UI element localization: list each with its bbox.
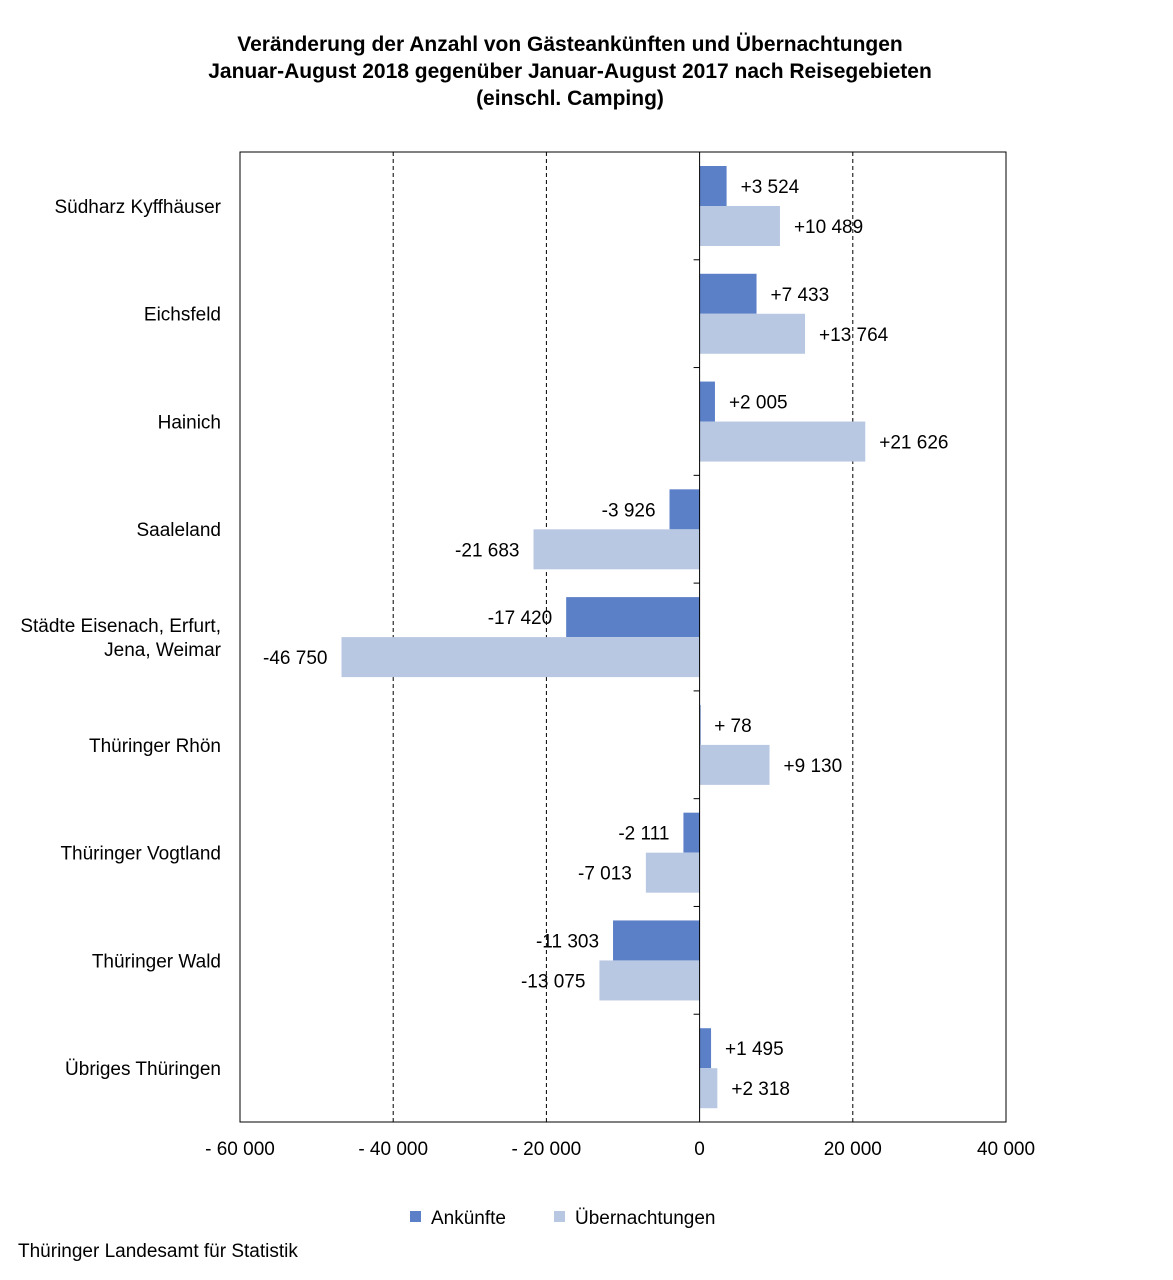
title-line-2: Januar-August 2018 gegenüber Januar-Augu… — [208, 60, 932, 83]
bar-uebernachtungen — [699, 313, 806, 354]
legend-label: Ankünfte — [431, 1208, 506, 1229]
legend-swatch — [554, 1211, 565, 1222]
category-label: Thüringer Rhön — [89, 736, 221, 757]
bar-uebernachtungen — [341, 637, 700, 678]
legend-label: Übernachtungen — [575, 1208, 716, 1229]
data-label: + 78 — [714, 716, 752, 737]
x-tick-label: 40 000 — [977, 1139, 1035, 1160]
category-label: Eichsfeld — [144, 305, 221, 326]
title-line-3: (einschl. Camping) — [476, 87, 664, 110]
x-tick-label: - 20 000 — [512, 1139, 582, 1160]
data-label: +9 130 — [784, 756, 843, 777]
data-label: +21 626 — [879, 433, 948, 454]
category-label: Südharz Kyffhäuser — [54, 197, 221, 218]
bar-ankuenfte — [699, 1028, 712, 1069]
data-label: +1 495 — [725, 1039, 784, 1060]
legend-swatch — [410, 1211, 421, 1222]
bar-ankuenfte — [683, 812, 700, 853]
data-label: -7 013 — [578, 864, 632, 885]
category-label: Thüringer Vogtland — [60, 844, 221, 865]
data-label: +2 005 — [729, 393, 788, 414]
bar-uebernachtungen — [699, 206, 780, 246]
bar-uebernachtungen — [645, 852, 700, 893]
data-label: -13 075 — [521, 971, 585, 992]
bar-uebernachtungen — [533, 529, 700, 570]
x-tick-label: 20 000 — [824, 1139, 882, 1160]
data-label: -2 111 — [618, 824, 669, 845]
bar-uebernachtungen — [699, 744, 770, 785]
data-label: +13 764 — [819, 325, 889, 346]
x-tick-label: - 40 000 — [358, 1139, 428, 1160]
category-label: Übriges Thüringen — [65, 1059, 221, 1080]
bar-uebernachtungen — [599, 960, 700, 1001]
bar-ankuenfte — [699, 381, 715, 422]
x-tick-label: 0 — [694, 1139, 705, 1160]
category-label: Städte Eisenach, Erfurt, — [20, 616, 221, 637]
bar-ankuenfte — [699, 166, 727, 206]
bar-ankuenfte — [613, 920, 700, 961]
source-note: Thüringer Landesamt für Statistik — [18, 1241, 298, 1262]
category-label: Thüringer Wald — [92, 951, 221, 972]
bar-ankuenfte — [566, 597, 700, 638]
data-label: -11 303 — [536, 931, 599, 952]
data-label: -46 750 — [263, 648, 327, 669]
plot-frame — [239, 151, 1007, 1123]
data-label: +7 433 — [771, 285, 830, 306]
category-label: Saaleland — [136, 520, 221, 541]
x-tick-label: - 60 000 — [205, 1139, 275, 1160]
category-label: Hainich — [158, 412, 221, 433]
data-label: +3 524 — [741, 177, 800, 198]
data-label: -21 683 — [455, 540, 519, 561]
bar-uebernachtungen — [699, 421, 866, 462]
data-label: -3 926 — [602, 500, 656, 521]
chart-title: Veränderung der Anzahl von Gästeankünfte… — [0, 31, 1140, 112]
data-label: +2 318 — [731, 1079, 790, 1100]
bar-uebernachtungen — [699, 1068, 718, 1109]
data-label: -17 420 — [488, 608, 552, 629]
bar-ankuenfte — [669, 489, 700, 530]
category-label: Jena, Weimar — [104, 640, 222, 661]
bar-ankuenfte — [699, 273, 757, 314]
title-line-1: Veränderung der Anzahl von Gästeankünfte… — [237, 33, 903, 56]
data-label: +10 489 — [794, 217, 863, 238]
